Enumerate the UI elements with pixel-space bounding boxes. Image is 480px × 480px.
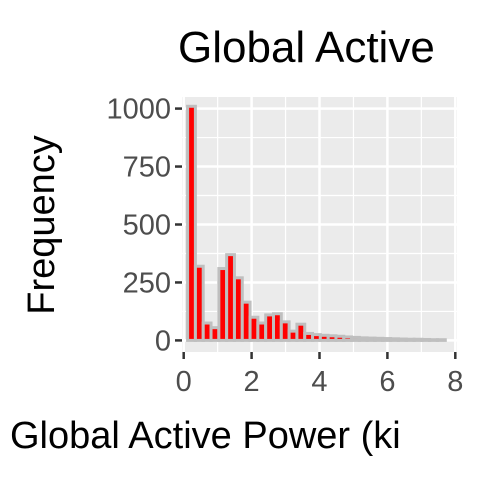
x-tick-label: 8 — [447, 366, 463, 398]
x-tick-label: 2 — [244, 366, 260, 398]
x-axis-label: Global Active Power (ki — [10, 415, 401, 457]
y-tick-label: 1000 — [106, 94, 171, 126]
histogram-bar — [193, 264, 205, 342]
y-axis-label: Frequency — [21, 135, 63, 315]
histogram-bar — [186, 104, 197, 342]
x-tick-label: 4 — [311, 366, 327, 398]
y-tick-label: 0 — [155, 325, 171, 357]
y-tick-label: 250 — [123, 267, 171, 299]
y-tick-label: 500 — [123, 210, 171, 242]
histogram-bar — [435, 338, 447, 342]
y-tick-label: 750 — [123, 152, 171, 184]
histogram-bars — [186, 104, 447, 342]
chart-title: Global Active — [178, 23, 435, 72]
axes: 0 2 4 6 8 0 250 500 750 1000 — [106, 94, 463, 398]
x-tick-label: 6 — [379, 366, 395, 398]
x-tick-label: 0 — [176, 366, 192, 398]
